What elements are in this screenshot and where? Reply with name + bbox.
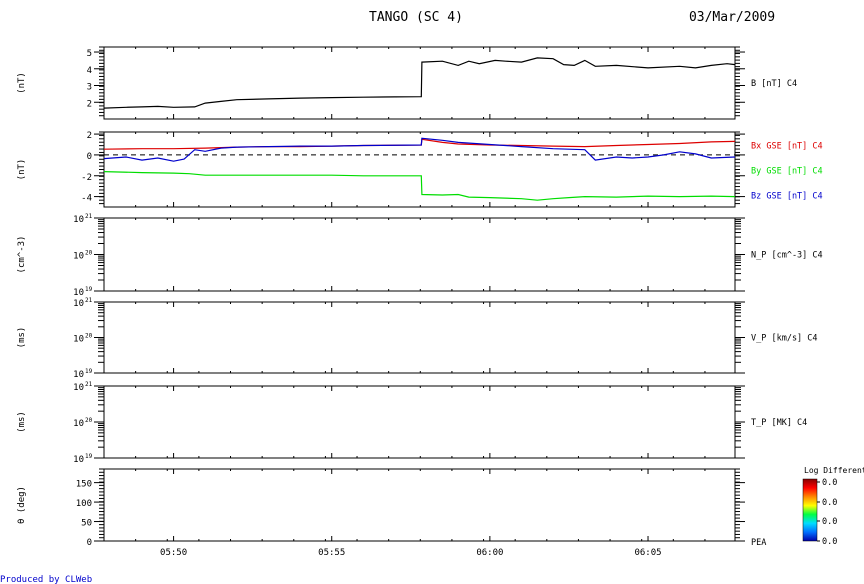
y-tick-label: 0 [87,152,92,162]
colorbar-strip [802,478,818,542]
panel-stack: 2 3 4 5 (nT) B [nT] C4 -4 -2 0 2 (nT) Bx GSE [nT] C… [17,46,823,548]
series-legend-label: V_P [km/s] C4 [751,334,818,344]
chart-date: 03/Mar/2009 [689,10,775,25]
y-tick-label: 4 [87,66,92,76]
panel-frame [103,217,736,292]
y-axis-label: (cm^-3) [17,236,27,274]
panel-frame [103,46,736,120]
panel-frame [103,301,736,374]
panel-2: -4 -2 0 2 (nT) Bx GSE [nT] C4 By GSE [nT] C4 Bz… [17,131,823,208]
y-tick-label: 10 [73,419,84,429]
y-tick-label: 0 [87,538,92,548]
panel-1: 2 3 4 5 (nT) B [nT] C4 [17,46,797,120]
y-tick-label: 10 [73,252,84,262]
colorbar: Log Differentia 0.0 0.0 0.0 0.0 [802,466,864,547]
y-tick-exponent: 21 [85,381,93,388]
series-line [103,138,736,150]
series-legend-label: PEA [751,538,766,548]
colorbar-title: Log Differentia [804,466,864,475]
y-minor-ticks [99,46,740,117]
y-tick-exponent: 20 [85,250,93,257]
series-legend-label: N_P [cm^-3] C4 [751,251,823,261]
y-tick-exponent: 20 [85,333,93,340]
y-axis-label: (nT) [17,72,27,94]
series-legend-label: B [nT] C4 [751,79,797,89]
panel-frame [103,468,736,542]
series-line [103,171,736,201]
y-tick-label: -4 [81,194,92,204]
series-legend-label: T_P [MK] C4 [751,418,807,428]
y-tick-label: 10 [73,383,84,393]
series-legend-label: By GSE [nT] C4 [751,167,823,177]
colorbar-label: 0.0 [822,478,837,488]
x-tick-label: 06:05 [634,548,661,558]
y-tick-label: 10 [73,288,84,298]
y-minor-ticks [99,468,740,539]
y-tick-exponent: 21 [85,297,93,304]
y-axis-label: (ms) [17,327,27,349]
y-axis-label: (nT) [17,159,27,181]
y-tick-exponent: 19 [85,453,93,460]
panel-frame [103,385,736,459]
y-tick-label: -2 [81,173,92,183]
x-tick-label: 05:50 [160,548,187,558]
time-axis: 05:50 05:55 06:00 06:05 [160,548,662,558]
series-line [103,57,736,109]
series-legend-label: Bz GSE [nT] C4 [751,192,823,202]
y-tick-label: 5 [87,49,92,59]
colorbar-label: 0.0 [822,537,837,547]
y-tick-label: 2 [87,99,92,109]
y-tick-label: 10 [73,299,84,309]
x-tick-label: 05:55 [318,548,345,558]
y-tick-exponent: 21 [85,213,93,220]
colorbar-label: 0.0 [822,498,837,508]
y-tick-label: 50 [81,519,92,529]
colorbar-label: 0.0 [822,517,837,527]
y-tick-label: 10 [73,370,84,380]
y-axis-label: θ (deg) [17,486,27,524]
y-tick-label: 10 [73,335,84,345]
series-legend-label: Bx GSE [nT] C4 [751,142,823,152]
y-tick-label: 10 [73,215,84,225]
y-tick-label: 3 [87,83,92,93]
credit-text: Produced by CLWeb [0,575,92,584]
y-minor-ticks [98,303,741,363]
chart-title: TANGO (SC 4) [369,10,463,25]
y-tick-exponent: 19 [85,286,93,293]
y-tick-exponent: 20 [85,417,93,424]
x-tick-label: 06:00 [476,548,503,558]
y-tick-label: 100 [76,499,92,509]
y-tick-label: 150 [76,480,92,490]
panel-6: 0 50 100 150 θ (deg) PEA [17,468,766,548]
y-axis-label: (ms) [17,411,27,433]
y-minor-ticks [98,387,741,448]
y-minor-ticks [99,131,740,205]
y-tick-label: 10 [73,455,84,465]
series-line [103,137,736,162]
y-minor-ticks [98,219,741,281]
y-tick-exponent: 19 [85,368,93,375]
y-tick-label: 2 [87,131,92,141]
